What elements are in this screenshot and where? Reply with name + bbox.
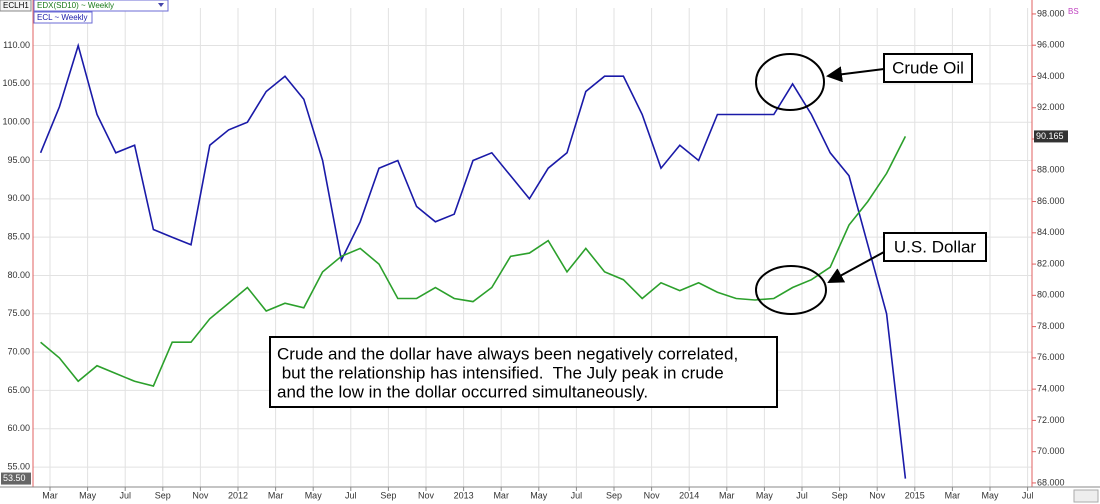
y-tick-label: 110.00 [3, 40, 30, 50]
y-tick-label: 95.00 [7, 155, 30, 165]
x-tick-label: 2014 [679, 490, 699, 500]
annotation-box [883, 53, 973, 83]
y-tick-label: 55.00 [7, 461, 30, 471]
x-tick-label: Mar [42, 490, 58, 500]
annotation-box [883, 232, 987, 262]
x-tick-label: Nov [192, 490, 209, 500]
arrow [827, 251, 885, 283]
legend-dropdown[interactable] [33, 0, 169, 12]
y-tick-label: 100.00 [2, 117, 30, 127]
x-tick-label: Mar [268, 490, 284, 500]
y-tick-label: 75.00 [7, 308, 30, 318]
x-tick-label: Jul [1022, 490, 1034, 500]
legend-entry: EDX(SD10) ~ Weekly [37, 1, 114, 10]
y2-tick-label: 72.000 [1037, 415, 1065, 425]
x-tick-label: Jul [345, 490, 357, 500]
legend-box [33, 11, 93, 24]
series-line [40, 136, 907, 387]
y-tick-label: 105.00 [2, 78, 30, 88]
x-tick-label: Mar [493, 490, 509, 500]
scroll-control[interactable] [1073, 489, 1099, 503]
annotation: Crude Oil [892, 58, 964, 77]
last-value-tag [1, 472, 31, 485]
corner-label: BS [1068, 7, 1079, 16]
highlight-ellipse [755, 53, 825, 111]
y-tick-label: 85.00 [7, 232, 30, 242]
x-tick-label: 2013 [454, 490, 474, 500]
last-value-tag [1034, 130, 1068, 143]
y2-tick-label: 86.000 [1037, 196, 1065, 206]
symbol-box [0, 0, 32, 12]
y2-tick-label: 74.000 [1037, 384, 1065, 394]
y2-tick-label: 94.000 [1037, 71, 1065, 81]
x-tick-label: Mar [945, 490, 961, 500]
x-tick-label: 2015 [905, 490, 925, 500]
y-tick-label: 60.00 [7, 423, 30, 433]
y2-tick-label: 78.000 [1037, 321, 1065, 331]
x-tick-label: Sep [606, 490, 622, 500]
x-tick-label: Sep [832, 490, 848, 500]
note-line: Crude and the dollar have always been ne… [277, 344, 738, 363]
plot-area [39, 42, 907, 479]
x-tick-label: Nov [644, 490, 661, 500]
y2-tick-label: 84.000 [1037, 227, 1065, 237]
legend-entry: ECL ~ Weekly [37, 13, 87, 22]
y-tick-label: 90.00 [7, 193, 30, 203]
last-value-label: 53.50 [3, 473, 26, 483]
x-tick-label: Nov [869, 490, 886, 500]
highlight-ellipse [755, 265, 827, 315]
x-tick-label: Sep [155, 490, 171, 500]
note-line: and the low in the dollar occurred simul… [277, 382, 648, 401]
y2-tick-label: 70.000 [1037, 446, 1065, 456]
last-value-label: 90.165 [1036, 131, 1064, 141]
y2-tick-label: 88.000 [1037, 165, 1065, 175]
symbol: ECLH1 [3, 1, 29, 10]
x-tick-label: Sep [380, 490, 396, 500]
y-tick-label: 65.00 [7, 385, 30, 395]
x-tick-label: May [79, 490, 97, 500]
dropdown-arrow[interactable] [158, 3, 164, 7]
y2-tick-label: 98.000 [1037, 8, 1065, 18]
y2-tick-label: 80.000 [1037, 290, 1065, 300]
annotation: U.S. Dollar [894, 237, 977, 256]
y2-tick-label: 96.000 [1037, 40, 1065, 50]
arrow [826, 66, 885, 83]
series-line [39, 42, 907, 479]
x-tick-label: May [756, 490, 774, 500]
y-tick-label: 70.00 [7, 346, 30, 356]
x-tick-label: Jul [571, 490, 583, 500]
y-tick-label: 80.00 [7, 270, 30, 280]
x-tick-label: Nov [418, 490, 435, 500]
x-tick-label: May [981, 490, 999, 500]
note-line: but the relationship has intensified. Th… [277, 363, 724, 382]
x-tick-label: May [530, 490, 548, 500]
x-tick-label: 2012 [228, 490, 248, 500]
x-tick-label: May [305, 490, 323, 500]
y2-tick-label: 68.000 [1037, 477, 1065, 487]
y2-tick-label: 92.000 [1037, 102, 1065, 112]
x-tick-label: Jul [796, 490, 808, 500]
note-box [269, 336, 778, 408]
y2-tick-label: 82.000 [1037, 258, 1065, 268]
x-tick-label: Mar [719, 490, 735, 500]
y2-tick-label: 76.000 [1037, 352, 1065, 362]
x-tick-label: Jul [119, 490, 131, 500]
